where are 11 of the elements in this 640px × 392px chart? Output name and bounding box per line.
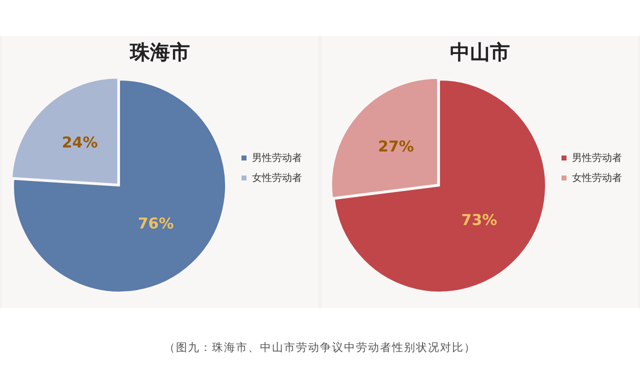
legend-label: 男性劳动者 — [252, 152, 302, 164]
legend-label: 男性劳动者 — [572, 152, 622, 164]
text: （图九：珠海市、中山市劳动争议中劳动者性别状况对比） — [163, 340, 477, 355]
legend-label: 女性劳动者 — [252, 172, 302, 184]
chart-title: 中山市 — [450, 40, 510, 64]
data-label: 27% — [378, 138, 414, 156]
data-label: 73% — [461, 210, 498, 229]
legend-label: 女性劳动者 — [572, 172, 622, 184]
data-label: 76% — [138, 214, 174, 233]
chart-title: 珠海市 — [129, 40, 190, 64]
data-label: 24% — [62, 134, 98, 152]
